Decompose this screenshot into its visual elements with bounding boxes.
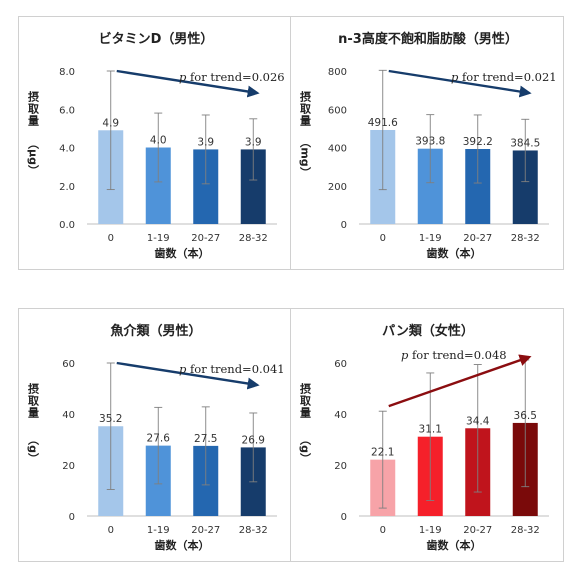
x-tick-label: 1-19 bbox=[147, 525, 170, 536]
trend-annotation: p for trend=0.026 bbox=[179, 70, 285, 84]
y-tick-label: 0.0 bbox=[59, 220, 75, 231]
x-axis-label: 歯数（本） bbox=[155, 538, 210, 552]
trend-arrow bbox=[116, 69, 260, 98]
y-tick-label: 0 bbox=[69, 512, 75, 523]
chart-svg-bread: パン類（女性） 0 20 40 60 摂取量 （g） 22.1 0 31.1 1-19 34.4 20-… bbox=[299, 323, 549, 552]
x-axis-label: 歯数（本） bbox=[155, 246, 210, 260]
y-axis-label: 摂取量 bbox=[27, 382, 40, 419]
x-tick-label: 1-19 bbox=[419, 525, 442, 536]
y-axis-label: 摂取量 bbox=[299, 90, 312, 127]
y-tick-label: 40 bbox=[334, 410, 347, 421]
trend-p-value: for trend=0.041 bbox=[186, 362, 284, 376]
x-axis-label: 歯数（本） bbox=[427, 246, 482, 260]
data-label: 22.1 bbox=[371, 447, 394, 459]
data-label: 26.9 bbox=[242, 434, 265, 446]
y-axis-label: 摂取量 bbox=[27, 90, 40, 127]
data-label: 384.5 bbox=[510, 137, 540, 149]
trend-annotation: p for trend=0.021 bbox=[451, 70, 557, 84]
trend-p-symbol: p bbox=[401, 348, 409, 362]
y-tick-label: 60 bbox=[334, 359, 347, 370]
trend-arrow bbox=[388, 69, 532, 98]
y-tick-label: 60 bbox=[62, 359, 75, 370]
chart-panel-bread: パン類（女性） 0 20 40 60 摂取量 （g） 22.1 0 31.1 1-19 34.4 20-… bbox=[290, 308, 564, 562]
trend-p-symbol: p bbox=[179, 70, 187, 84]
y-tick-label: 4.0 bbox=[59, 144, 75, 155]
trend-p-value: for trend=0.048 bbox=[408, 348, 506, 362]
data-label: 4.9 bbox=[102, 117, 119, 129]
trend-p-symbol: p bbox=[179, 362, 187, 376]
y-tick-label: 0 bbox=[341, 220, 347, 231]
chart-svg-seafood: 魚介類（男性） 0 20 40 60 摂取量 （g） 35.2 0 27.6 1-19 27.5 20-… bbox=[27, 323, 285, 552]
y-tick-label: 800 bbox=[328, 67, 347, 78]
chart-title: 魚介類（男性） bbox=[110, 323, 201, 339]
x-tick-label: 20-27 bbox=[191, 233, 220, 244]
trend-annotation: p for trend=0.041 bbox=[179, 362, 285, 376]
x-tick-label: 20-27 bbox=[463, 233, 492, 244]
data-label: 31.1 bbox=[419, 424, 442, 436]
trend-p-value: for trend=0.026 bbox=[186, 70, 284, 84]
data-label: 34.4 bbox=[466, 415, 490, 427]
x-tick-label: 20-27 bbox=[463, 525, 492, 536]
x-tick-label: 1-19 bbox=[419, 233, 442, 244]
y-tick-label: 600 bbox=[328, 105, 347, 116]
x-tick-label: 28-32 bbox=[239, 525, 268, 536]
y-tick-label: 8.0 bbox=[59, 67, 75, 78]
x-tick-label: 28-32 bbox=[511, 233, 540, 244]
x-tick-label: 0 bbox=[380, 233, 386, 244]
x-tick-label: 0 bbox=[108, 525, 114, 536]
data-label: 491.6 bbox=[368, 117, 398, 129]
y-tick-label: 2.0 bbox=[59, 182, 75, 193]
y-tick-label: 40 bbox=[62, 410, 75, 421]
trend-annotation: p for trend=0.048 bbox=[401, 348, 507, 362]
x-tick-label: 0 bbox=[380, 525, 386, 536]
y-tick-label: 400 bbox=[328, 144, 347, 155]
chart-svg-vitamin-d: ビタミンD（男性） 0.0 2.0 4.0 6.0 8.0 摂取量 （μg） 4.9 0 4.0 1-… bbox=[27, 31, 285, 260]
data-label: 4.0 bbox=[150, 135, 167, 147]
chart-title: パン類（女性） bbox=[382, 323, 474, 339]
y-tick-label: 200 bbox=[328, 182, 347, 193]
data-label: 35.2 bbox=[99, 413, 122, 425]
data-label: 3.9 bbox=[245, 136, 262, 148]
y-tick-label: 0 bbox=[341, 512, 347, 523]
y-axis-unit: （g） bbox=[27, 434, 41, 464]
y-axis-label: 摂取量 bbox=[299, 382, 312, 419]
data-label: 393.8 bbox=[415, 136, 445, 148]
chart-panel-seafood: 魚介類（男性） 0 20 40 60 摂取量 （g） 35.2 0 27.6 1-19 27.5 20-… bbox=[18, 308, 292, 562]
data-label: 27.6 bbox=[147, 433, 171, 445]
trend-p-value: for trend=0.021 bbox=[458, 70, 556, 84]
data-label: 3.9 bbox=[197, 136, 214, 148]
data-label: 392.2 bbox=[463, 136, 493, 148]
y-axis-unit: （g） bbox=[299, 434, 313, 464]
data-label: 27.5 bbox=[194, 433, 217, 445]
y-axis-unit: （μg） bbox=[27, 138, 41, 176]
chart-title: n-3高度不飽和脂肪酸（男性） bbox=[338, 31, 518, 47]
x-tick-label: 0 bbox=[108, 233, 114, 244]
data-label: 36.5 bbox=[514, 410, 537, 422]
x-tick-label: 1-19 bbox=[147, 233, 170, 244]
y-tick-label: 20 bbox=[334, 461, 347, 472]
chart-title: ビタミンD（男性） bbox=[99, 31, 214, 47]
trend-arrow bbox=[116, 361, 260, 390]
chart-svg-n3-pufa: n-3高度不飽和脂肪酸（男性） 0 200 400 600 800 摂取量 （mg） 491.6… bbox=[299, 31, 557, 260]
trend-p-symbol: p bbox=[451, 70, 459, 84]
y-axis-unit: （mg） bbox=[299, 136, 313, 177]
chart-panel-vitamin-d: ビタミンD（男性） 0.0 2.0 4.0 6.0 8.0 摂取量 （μg） 4.9 0 4.0 1-… bbox=[18, 16, 292, 270]
y-tick-label: 20 bbox=[62, 461, 75, 472]
y-tick-label: 6.0 bbox=[59, 105, 75, 116]
x-tick-label: 28-32 bbox=[239, 233, 268, 244]
x-tick-label: 20-27 bbox=[191, 525, 220, 536]
x-axis-label: 歯数（本） bbox=[427, 538, 482, 552]
x-tick-label: 28-32 bbox=[511, 525, 540, 536]
chart-panel-n3-pufa: n-3高度不飽和脂肪酸（男性） 0 200 400 600 800 摂取量 （mg） 491.6… bbox=[290, 16, 564, 270]
trend-arrow bbox=[388, 354, 532, 408]
